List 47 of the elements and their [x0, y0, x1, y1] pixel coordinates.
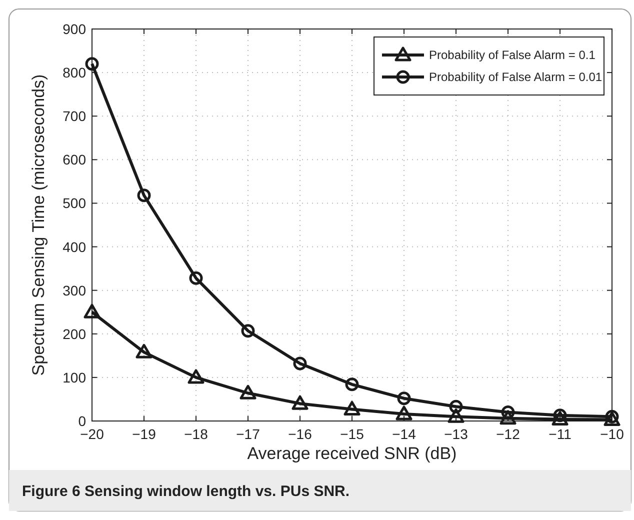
- point: [396, 406, 412, 420]
- caption: Figure 6 Sensing window length vs. PUs SNR.: [22, 483, 350, 500]
- x-tick-label: −13: [444, 426, 468, 442]
- y-tick-label: 400: [62, 238, 86, 255]
- legend-label: Probability of False Alarm = 0.1: [429, 48, 596, 62]
- point: [552, 411, 568, 426]
- y-tick-label: 200: [62, 326, 86, 342]
- y-axis-title: Spectrum Sensing Time (microseconds): [29, 74, 48, 376]
- y-tick-label: 500: [62, 195, 86, 212]
- point: [292, 395, 308, 410]
- y-tick-label: 100: [62, 369, 86, 386]
- y-tick-label: 300: [62, 282, 86, 298]
- point: [604, 411, 620, 426]
- point: [293, 356, 307, 370]
- point: [345, 378, 359, 392]
- x-tick-label: −18: [184, 426, 208, 442]
- point: [136, 344, 152, 358]
- x-tick-label: −20: [80, 426, 104, 442]
- point: [188, 369, 204, 384]
- point: [240, 384, 256, 400]
- point: [605, 410, 619, 424]
- point: [241, 324, 255, 338]
- x-tick-label: −10: [600, 426, 624, 442]
- x-tick-label: −14: [392, 426, 416, 442]
- y-tick-label: 800: [62, 64, 86, 81]
- x-tick-label: −19: [132, 426, 156, 442]
- y-tick-label: 700: [62, 108, 86, 124]
- point: [448, 408, 464, 423]
- point: [84, 304, 100, 318]
- x-axis-title: Average received SNR (dB): [247, 444, 457, 463]
- y-tick-label: 0: [78, 413, 86, 429]
- point: [500, 410, 516, 425]
- point: [85, 57, 99, 71]
- y-tick-label: 900: [62, 21, 86, 37]
- point: [344, 400, 360, 416]
- y-tick-label: 600: [62, 152, 86, 168]
- x-tick-label: −11: [548, 426, 572, 442]
- point: [189, 271, 203, 285]
- x-tick-label: −15: [340, 426, 364, 442]
- point: [449, 400, 463, 414]
- point: [553, 408, 567, 422]
- x-tick-label: −17: [236, 426, 260, 442]
- legend-label: Probability of False Alarm = 0.01: [429, 70, 602, 84]
- x-tick-label: −12: [496, 426, 520, 442]
- point: [397, 392, 411, 406]
- point: [137, 188, 151, 202]
- x-tick-label: −16: [288, 426, 312, 442]
